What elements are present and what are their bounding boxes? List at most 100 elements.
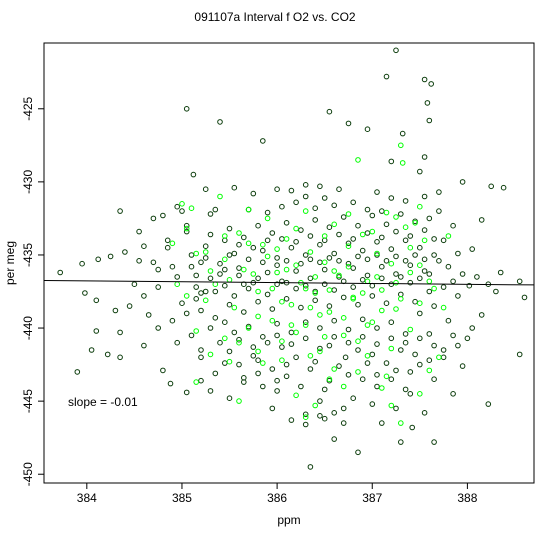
data-point [374, 274, 380, 280]
data-point [212, 315, 219, 321]
data-point [359, 376, 366, 383]
data-point [312, 297, 319, 304]
data-point [269, 306, 276, 312]
data-point [293, 225, 299, 232]
data-point [402, 339, 409, 346]
data-point [402, 331, 409, 337]
data-point [326, 287, 333, 293]
data-point [516, 351, 523, 358]
data-point [193, 379, 199, 385]
data-point [222, 319, 228, 326]
plot-frame [43, 42, 535, 484]
data-point [260, 360, 266, 366]
data-point [379, 234, 385, 241]
data-point [331, 250, 338, 257]
data-point [393, 306, 399, 312]
data-point [82, 290, 88, 296]
data-point [407, 369, 414, 375]
x-tick-label: 388 [457, 491, 477, 505]
data-point [217, 260, 223, 267]
data-point [183, 225, 190, 232]
data-point [264, 215, 271, 222]
data-point [241, 375, 247, 381]
data-point [288, 341, 295, 347]
data-point [88, 347, 95, 353]
data-point [478, 312, 485, 318]
data-point [331, 202, 338, 209]
data-point [345, 263, 352, 270]
data-point [193, 328, 199, 334]
data-point [293, 268, 299, 274]
data-point [398, 274, 404, 280]
data-point [340, 214, 347, 220]
data-point [421, 193, 428, 200]
data-point [264, 253, 271, 260]
data-point [340, 383, 347, 390]
data-point [426, 367, 433, 374]
data-point [255, 348, 261, 355]
data-point [298, 304, 304, 311]
data-point [379, 287, 385, 293]
data-point [398, 420, 404, 426]
data-point [255, 370, 261, 377]
data-point [412, 220, 418, 226]
data-point [393, 271, 399, 277]
data-point [459, 363, 466, 369]
data-point [355, 347, 361, 353]
data-point [436, 189, 442, 195]
data-point [307, 275, 314, 282]
data-point [412, 351, 418, 358]
data-point [198, 290, 204, 296]
data-point [431, 236, 437, 242]
data-point [379, 420, 385, 426]
data-point [183, 389, 190, 396]
data-point [222, 335, 228, 342]
data-point [312, 290, 319, 296]
data-point [250, 344, 257, 350]
data-point [250, 353, 257, 359]
data-point [321, 386, 328, 393]
data-point [226, 301, 233, 308]
data-point [226, 358, 233, 365]
data-point [388, 195, 395, 201]
data-point [350, 296, 357, 302]
data-point [264, 291, 271, 298]
data-point [345, 326, 352, 333]
data-point [317, 413, 323, 419]
data-point [374, 341, 380, 347]
data-point [402, 237, 409, 244]
data-point [364, 206, 371, 213]
data-point [93, 297, 100, 304]
y-axis-label: per meg [3, 241, 17, 285]
data-point [274, 255, 280, 261]
data-point [283, 373, 290, 380]
data-point [74, 369, 81, 375]
data-point [459, 179, 466, 185]
data-point [307, 256, 314, 263]
y-tick-label: -445 [21, 389, 35, 413]
data-point [183, 228, 190, 235]
data-point [155, 284, 161, 290]
data-point [279, 357, 285, 364]
data-point [288, 244, 295, 251]
data-point [288, 417, 295, 423]
data-point [317, 259, 323, 266]
data-point [379, 208, 385, 214]
data-point [369, 228, 376, 235]
data-point [388, 376, 395, 383]
data-point [393, 214, 399, 220]
data-point [417, 262, 423, 269]
data-point [179, 208, 185, 214]
data-point [364, 278, 371, 285]
data-point [421, 154, 428, 160]
data-point [321, 233, 328, 239]
data-point [241, 309, 247, 315]
data-point [431, 285, 437, 292]
data-point [398, 439, 404, 445]
data-point [264, 339, 271, 346]
data-point [255, 357, 261, 364]
data-point [174, 203, 180, 210]
data-point [122, 249, 128, 255]
y-tick-label: -440 [21, 316, 35, 340]
